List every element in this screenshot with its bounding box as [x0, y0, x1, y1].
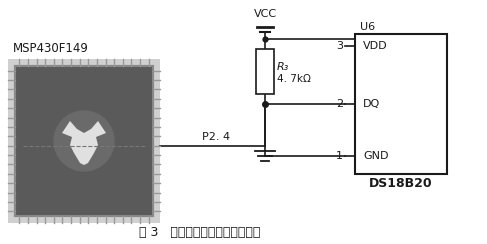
- Text: DS18B20: DS18B20: [369, 177, 433, 190]
- Bar: [15, 66, 153, 216]
- Text: 2: 2: [336, 99, 343, 109]
- Text: 4. 7kΩ: 4. 7kΩ: [277, 74, 311, 84]
- Text: R₃: R₃: [277, 61, 289, 71]
- Text: DQ: DQ: [363, 99, 380, 109]
- Circle shape: [54, 111, 114, 171]
- Polygon shape: [62, 121, 106, 165]
- Text: VCC: VCC: [253, 9, 277, 19]
- Bar: [256, 49, 274, 94]
- Text: VDD: VDD: [363, 41, 388, 51]
- Text: 3: 3: [336, 41, 343, 51]
- Bar: [8, 59, 160, 223]
- Text: U6: U6: [360, 22, 375, 32]
- Text: 1: 1: [336, 151, 343, 161]
- Bar: [355, 34, 447, 174]
- Bar: [15, 66, 153, 216]
- Text: 图 3   温度传感器采集电路原理图: 图 3 温度传感器采集电路原理图: [139, 225, 261, 238]
- Text: GND: GND: [363, 151, 389, 161]
- Text: P2. 4: P2. 4: [203, 132, 231, 142]
- Text: MSP430F149: MSP430F149: [13, 42, 89, 55]
